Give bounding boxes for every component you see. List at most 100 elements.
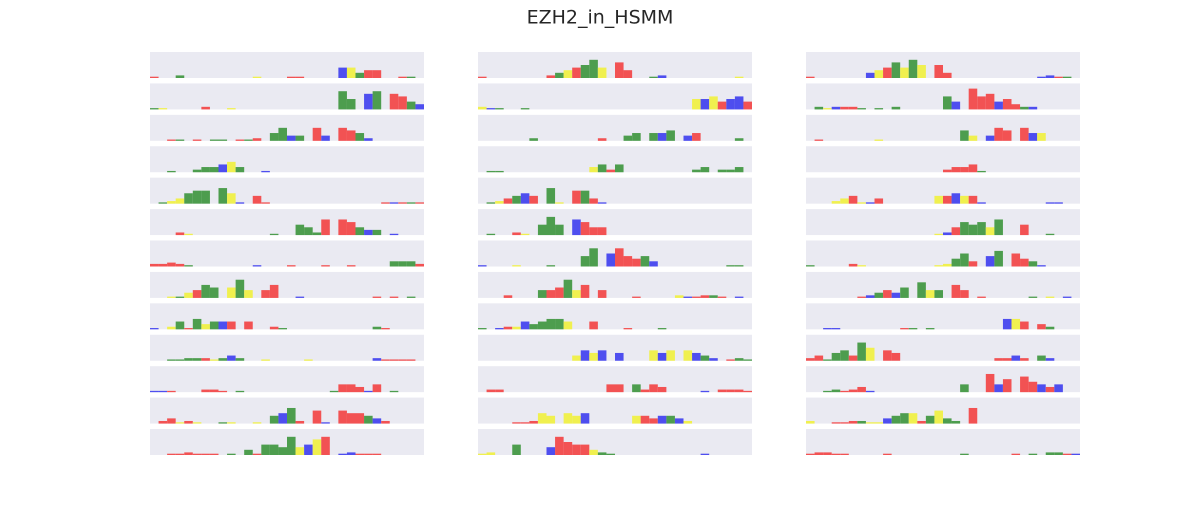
- bar: [994, 127, 1003, 141]
- bar: [589, 321, 598, 330]
- bar: [150, 263, 159, 267]
- bar: [580, 444, 590, 455]
- bar: [606, 169, 615, 173]
- bar: [743, 390, 752, 393]
- bar: [1020, 376, 1029, 393]
- bar: [355, 453, 365, 455]
- bar: [184, 233, 193, 236]
- bar: [657, 133, 667, 141]
- bar: [495, 201, 504, 204]
- bar: [167, 201, 176, 204]
- bar: [372, 358, 382, 361]
- bar: [726, 359, 735, 361]
- bar: [192, 190, 202, 204]
- panel: [150, 146, 424, 173]
- bar: [184, 358, 193, 361]
- bar: [649, 418, 658, 424]
- bar: [269, 284, 279, 298]
- bar: [252, 453, 262, 455]
- bar: [529, 195, 538, 204]
- bar: [848, 195, 858, 204]
- bar: [589, 198, 598, 204]
- bar: [520, 108, 530, 110]
- bar: [857, 202, 866, 204]
- bar: [1028, 261, 1038, 267]
- bar: [615, 62, 624, 78]
- bar: [709, 96, 718, 110]
- bar: [278, 127, 287, 141]
- bar: [304, 359, 313, 361]
- bar: [175, 139, 185, 141]
- bar: [406, 261, 416, 267]
- panel: [806, 303, 1080, 330]
- panel: [478, 429, 752, 455]
- bar: [934, 195, 943, 204]
- bar: [717, 296, 727, 298]
- bar: [848, 420, 858, 424]
- bar: [478, 76, 487, 78]
- bar: [227, 108, 236, 110]
- bar: [150, 390, 159, 393]
- bar: [346, 452, 356, 455]
- bar: [891, 352, 901, 361]
- bar: [840, 453, 849, 455]
- bar: [874, 139, 884, 141]
- bar: [968, 88, 978, 110]
- bar: [364, 390, 373, 393]
- bar: [201, 453, 210, 455]
- bar: [883, 350, 892, 361]
- bar: [167, 326, 176, 330]
- bar: [823, 108, 832, 110]
- bar: [1045, 202, 1055, 204]
- bar: [158, 108, 168, 110]
- bar: [848, 263, 858, 267]
- bar: [158, 390, 168, 393]
- bar: [960, 222, 969, 236]
- bar: [977, 96, 986, 110]
- bar: [269, 326, 279, 330]
- bar: [943, 232, 952, 236]
- bar: [1002, 379, 1012, 393]
- bar: [338, 410, 347, 424]
- chart-title: EZH2_in_HSMM: [527, 7, 674, 29]
- bar: [512, 195, 521, 204]
- bar: [218, 164, 228, 173]
- bar: [355, 72, 365, 78]
- bar: [857, 265, 866, 267]
- bar: [1028, 106, 1038, 110]
- bar: [623, 135, 633, 141]
- bar: [994, 250, 1003, 267]
- bar: [1037, 133, 1046, 141]
- bar: [192, 422, 202, 424]
- bar: [1020, 258, 1029, 267]
- bar: [734, 167, 744, 173]
- bar: [1020, 321, 1029, 330]
- bar: [184, 328, 193, 330]
- bar: [865, 390, 875, 393]
- bar: [883, 418, 892, 424]
- bar: [597, 350, 607, 361]
- bar: [840, 350, 849, 361]
- bar: [537, 321, 547, 330]
- bar: [900, 67, 909, 78]
- bar: [295, 135, 305, 141]
- bar: [606, 253, 615, 267]
- bar: [1002, 318, 1012, 330]
- bar: [848, 106, 858, 110]
- bar: [951, 420, 961, 424]
- bar: [840, 422, 849, 424]
- bar: [857, 342, 866, 361]
- bar: [184, 193, 193, 204]
- bar: [726, 169, 735, 173]
- bar: [252, 76, 262, 78]
- bar: [951, 167, 961, 173]
- bar: [908, 59, 918, 78]
- bar: [580, 222, 590, 236]
- bar: [563, 70, 573, 78]
- bar: [908, 328, 918, 330]
- bar: [529, 420, 538, 424]
- bar: [389, 93, 399, 110]
- bar: [338, 127, 347, 141]
- bar: [381, 328, 390, 330]
